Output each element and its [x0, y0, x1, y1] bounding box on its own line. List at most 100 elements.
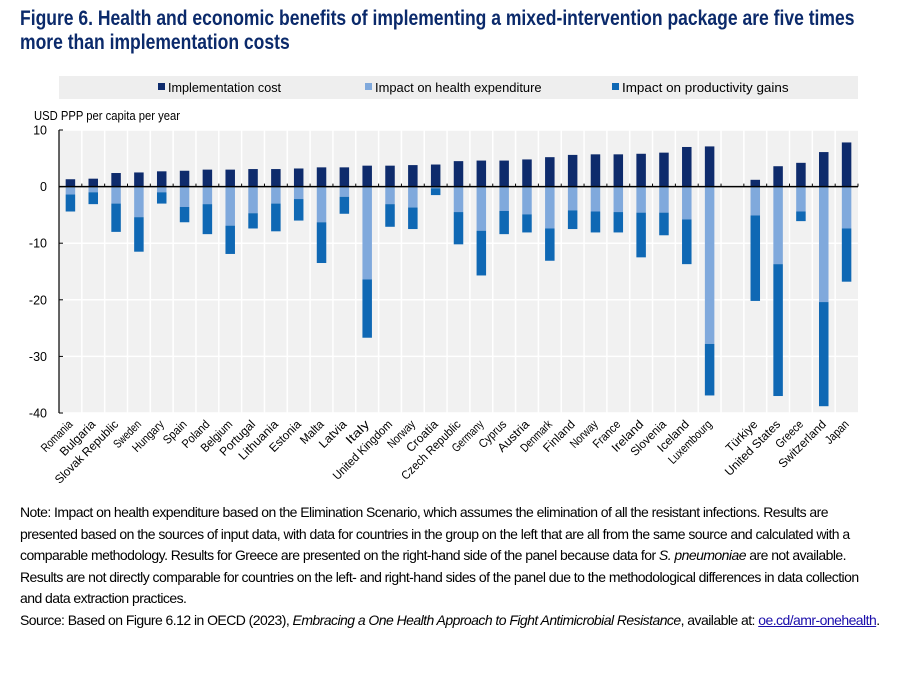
y-tick-label: -30	[29, 350, 47, 364]
y-tick-label: 0	[40, 180, 47, 194]
bar-productivity-gains	[408, 207, 418, 230]
bar-health-expenditure	[271, 186, 281, 204]
bar-implementation-cost	[659, 152, 669, 187]
bar-health-expenditure	[545, 186, 555, 229]
note-text: Note: Impact on health expenditure based…	[20, 504, 859, 606]
bar-productivity-gains	[522, 214, 532, 233]
legend-swatch	[158, 83, 165, 90]
bar-health-expenditure	[339, 186, 350, 197]
bar-implementation-cost	[271, 169, 281, 187]
bar-implementation-cost	[385, 165, 395, 187]
bar-implementation-cost	[613, 154, 624, 187]
bar-health-expenditure	[499, 186, 509, 211]
bar-productivity-gains	[385, 204, 395, 227]
bar-implementation-cost	[590, 154, 601, 187]
bar-productivity-gains	[156, 192, 167, 204]
bar-productivity-gains	[339, 196, 350, 214]
bar-health-expenditure	[522, 186, 532, 215]
bar-productivity-gains	[545, 228, 555, 261]
bar-implementation-cost	[339, 167, 350, 187]
bar-implementation-cost	[430, 164, 441, 187]
bar-health-expenditure	[750, 186, 761, 216]
legend-label: Implementation cost	[168, 81, 282, 95]
source-link[interactable]: oe.cd/amr-onehealth	[758, 611, 877, 628]
bar-productivity-gains	[659, 212, 669, 236]
bar-health-expenditure	[385, 186, 395, 205]
bar-productivity-gains	[293, 199, 304, 221]
bar-health-expenditure	[248, 186, 258, 214]
bar-health-expenditure	[453, 186, 464, 213]
bar-implementation-cost	[750, 179, 761, 187]
bar-health-expenditure	[704, 186, 715, 344]
bar-implementation-cost	[316, 167, 327, 187]
bar-productivity-gains	[476, 230, 487, 276]
bar-implementation-cost	[796, 162, 806, 187]
bar-productivity-gains	[819, 302, 829, 407]
bar-productivity-gains	[841, 228, 852, 282]
bar-implementation-cost	[362, 165, 372, 187]
bar-productivity-gains	[179, 206, 190, 223]
bar-implementation-cost	[682, 146, 692, 187]
bar-implementation-cost	[841, 142, 852, 187]
figure-title: Figure 6. Health and economic benefits o…	[20, 6, 855, 54]
y-tick-label: -10	[29, 237, 47, 251]
source-pre: Source: Based on Figure 6.12 in OECD (20…	[20, 611, 293, 628]
bar-productivity-gains	[590, 211, 601, 233]
bar-health-expenditure	[156, 186, 167, 193]
bar-health-expenditure	[202, 186, 213, 205]
bar-health-expenditure	[225, 186, 235, 226]
bar-implementation-cost	[225, 169, 235, 187]
bar-health-expenditure	[134, 186, 144, 218]
bar-implementation-cost	[65, 179, 76, 187]
bar-implementation-cost	[545, 157, 555, 187]
bar-implementation-cost	[156, 171, 167, 187]
legend-label: Impact on productivity gains	[622, 81, 789, 95]
bar-productivity-gains	[567, 210, 578, 230]
bar-implementation-cost	[499, 160, 509, 187]
bar-productivity-gains	[65, 194, 76, 212]
bar-implementation-cost	[248, 169, 258, 187]
bar-productivity-gains	[499, 210, 509, 235]
figure-note: Note: Impact on health expenditure based…	[20, 502, 880, 631]
bar-implementation-cost	[88, 178, 98, 187]
bar-implementation-cost	[476, 160, 487, 187]
bar-implementation-cost	[293, 168, 304, 187]
bar-implementation-cost	[179, 170, 190, 187]
bar-implementation-cost	[636, 153, 646, 187]
note-pre: Note: Impact on health expenditure based…	[20, 504, 850, 563]
bar-health-expenditure	[682, 186, 692, 220]
bar-health-expenditure	[316, 186, 327, 223]
note-italic: S. pneumoniae	[658, 547, 747, 563]
y-tick-label: 10	[33, 124, 47, 138]
bar-implementation-cost	[111, 173, 121, 187]
bar-productivity-gains	[773, 264, 783, 397]
bar-implementation-cost	[522, 159, 532, 187]
bar-productivity-gains	[111, 203, 121, 232]
legend-swatch	[612, 83, 619, 90]
bar-health-expenditure	[613, 186, 624, 213]
bar-productivity-gains	[225, 225, 235, 254]
bar-health-expenditure	[476, 186, 487, 231]
bar-health-expenditure	[111, 186, 121, 204]
bar-productivity-gains	[362, 279, 372, 338]
bar-health-expenditure	[179, 186, 190, 207]
bar-implementation-cost	[567, 154, 578, 187]
bar-implementation-cost	[408, 165, 418, 187]
bar-implementation-cost	[134, 172, 144, 187]
bar-productivity-gains	[750, 215, 761, 301]
bar-health-expenditure	[659, 186, 669, 213]
bar-health-expenditure	[841, 186, 852, 229]
y-axis-label: USD PPP per capita per year	[34, 109, 180, 123]
bar-productivity-gains	[430, 188, 441, 196]
bar-health-expenditure	[567, 186, 578, 211]
y-tick-label: -20	[29, 293, 47, 307]
bar-health-expenditure	[819, 186, 829, 303]
bar-health-expenditure	[590, 186, 601, 212]
bar-health-expenditure	[773, 186, 783, 265]
note-post: are not available. Results are not direc…	[20, 547, 859, 606]
bar-health-expenditure	[636, 186, 646, 213]
bar-implementation-cost	[773, 166, 783, 187]
source-mid: , available at:	[680, 611, 759, 628]
bar-productivity-gains	[134, 217, 144, 252]
bar-productivity-gains	[636, 212, 646, 258]
